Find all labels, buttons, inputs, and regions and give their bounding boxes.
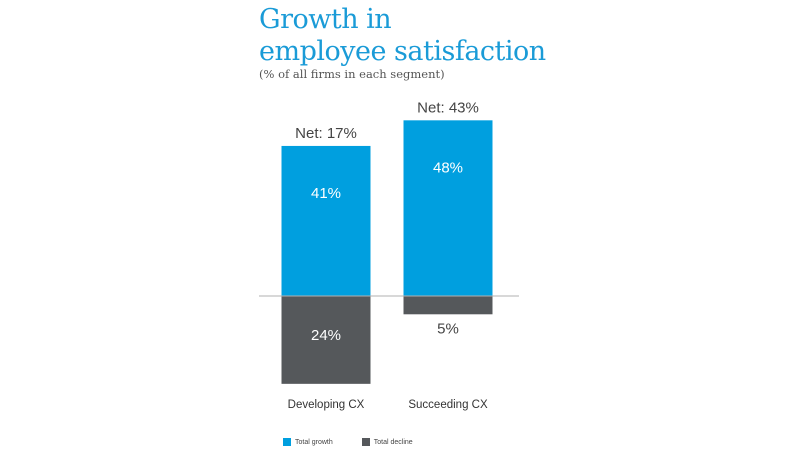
category-label-0: Developing CX [288, 399, 365, 411]
net-label-0: Net: 17% [295, 125, 357, 142]
legend-item-growth: Total growth [283, 438, 333, 446]
chart-title-line-2: employee satisfaction [259, 36, 546, 67]
bar-growth-1 [403, 120, 493, 296]
data-label-decline-0: 24% [311, 327, 341, 344]
data-label-growth-1: 48% [433, 159, 463, 176]
bar-decline-1 [403, 296, 493, 315]
chart-legend: Total growth Total decline [283, 438, 442, 446]
net-label-1: Net: 43% [417, 99, 479, 116]
legend-swatch-decline [361, 438, 370, 446]
chart-subtitle: (% of all firms in each segment) [259, 67, 445, 81]
chart-title-line-1: Growth in [259, 4, 392, 35]
legend-label-decline: Total decline [373, 438, 413, 446]
data-label-growth-0: 41% [311, 185, 341, 202]
bar-growth-0 [281, 145, 371, 296]
bar-decline-0 [281, 296, 371, 384]
category-label-1: Succeeding CX [408, 399, 488, 411]
data-label-decline-1: 5% [437, 320, 459, 337]
legend-label-growth: Total growth [295, 438, 333, 446]
legend-swatch-growth [283, 438, 291, 446]
chart-title: Growth in employee satisfaction [259, 4, 546, 68]
legend-item-decline: Total decline [361, 438, 413, 446]
